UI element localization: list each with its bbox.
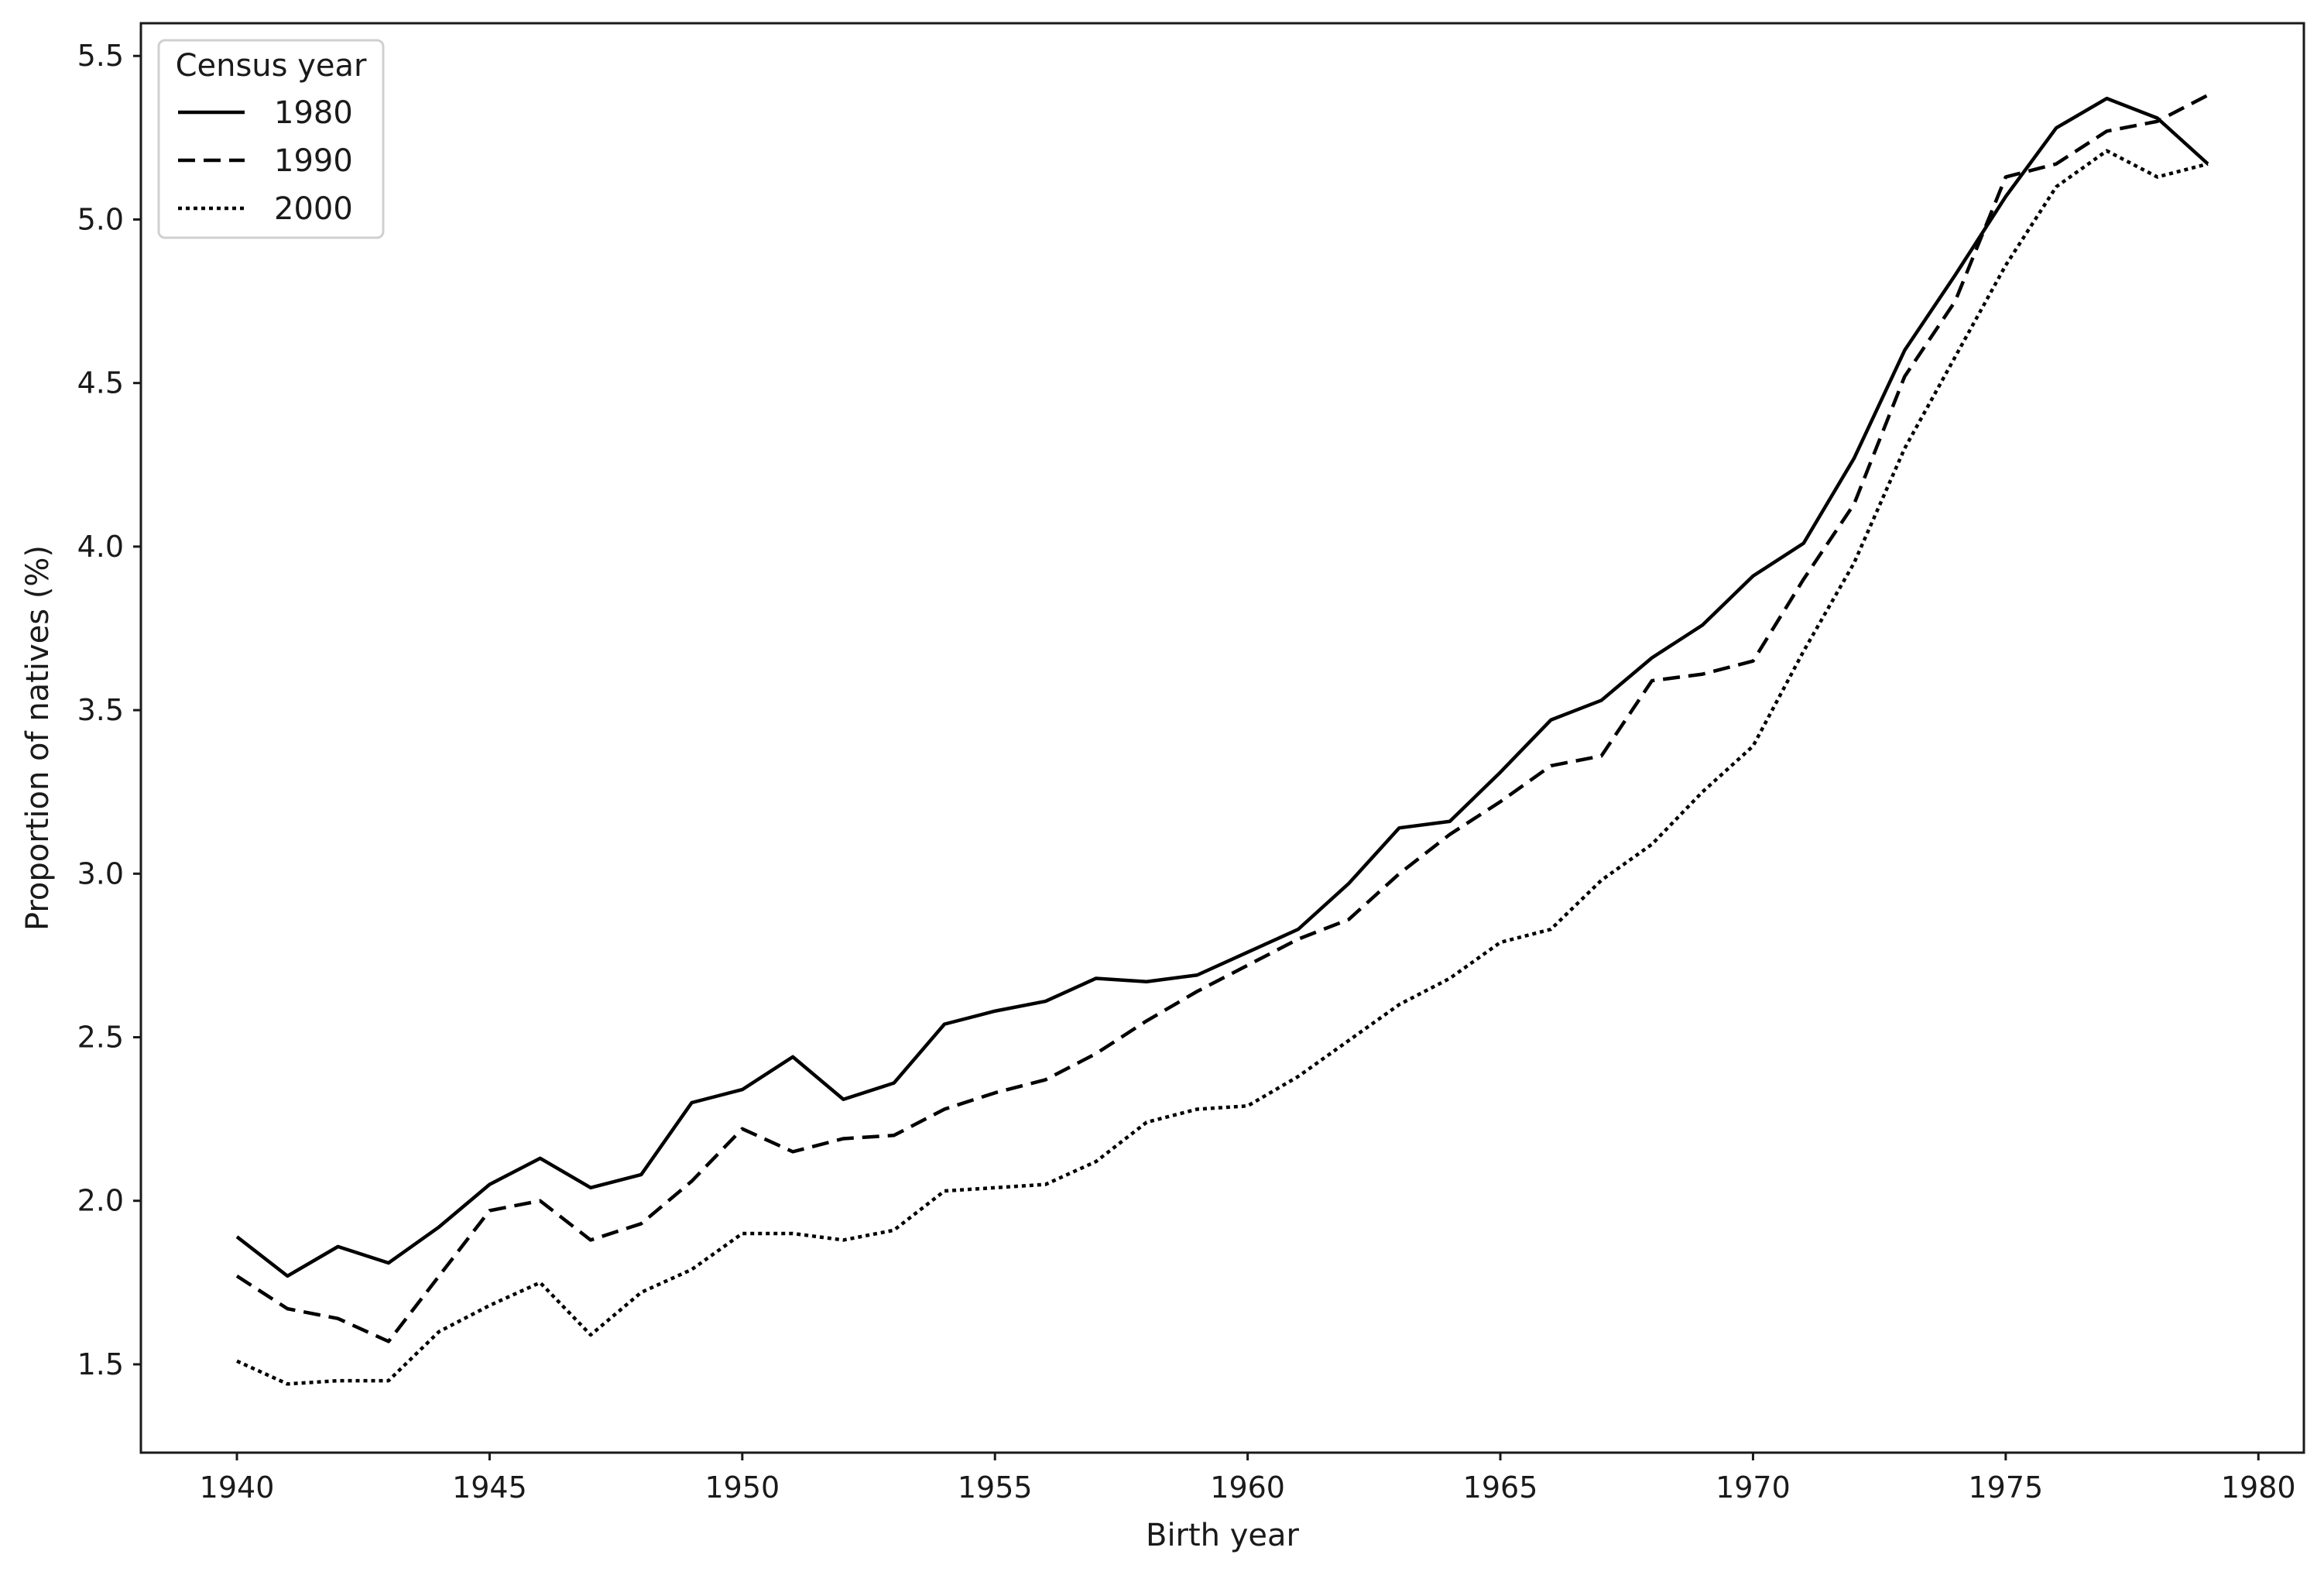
x-tick-label: 1965: [1463, 1470, 1538, 1505]
x-tick-label: 1970: [1716, 1470, 1791, 1505]
x-tick-label: 1955: [958, 1470, 1033, 1505]
y-axis-ticks: 1.5 2.0 2.5 3.0 3.5 4.0 4.5 5.0 5.5: [77, 39, 141, 1381]
series-line-1980: [235, 96, 2209, 1278]
x-tick-label: 1975: [1968, 1470, 2043, 1505]
x-tick-label: 1945: [452, 1470, 527, 1505]
x-tick-label: 1950: [704, 1470, 780, 1505]
y-tick-label: 5.5: [77, 39, 124, 73]
legend-entries: 1980 1990 2000: [178, 95, 353, 227]
y-tick-label: 3.5: [77, 693, 124, 727]
x-tick-label: 1960: [1210, 1470, 1285, 1505]
y-axis-title: Proportion of natives (%): [20, 545, 56, 931]
series-line-1990: [235, 93, 2209, 1343]
x-tick-label: 1940: [200, 1470, 275, 1505]
series-layer: [235, 93, 2209, 1386]
x-axis-title: Birth year: [1146, 1518, 1300, 1553]
x-axis-ticks: 1940 1945 1950 1955 1960 1965 1970 1975 1980: [200, 1453, 2296, 1505]
x-tick-label: 1980: [2221, 1470, 2296, 1505]
y-tick-label: 2.5: [77, 1021, 124, 1055]
legend-box: [157, 39, 385, 239]
y-tick-label: 5.0: [77, 202, 124, 236]
y-tick-label: 3.0: [77, 856, 124, 890]
y-tick-label: 2.0: [77, 1184, 124, 1218]
legend-label-1980: 1980: [274, 95, 353, 131]
plot-frame: [139, 22, 2305, 1454]
y-tick-label: 4.0: [77, 530, 124, 564]
legend: Census year 1980 1990 2000: [157, 39, 385, 239]
legend-label-1990: 1990: [274, 143, 353, 179]
legend-label-2000: 2000: [274, 191, 353, 227]
y-tick-label: 4.5: [77, 366, 124, 400]
y-tick-label: 1.5: [77, 1347, 124, 1381]
legend-title: Census year: [176, 48, 367, 84]
